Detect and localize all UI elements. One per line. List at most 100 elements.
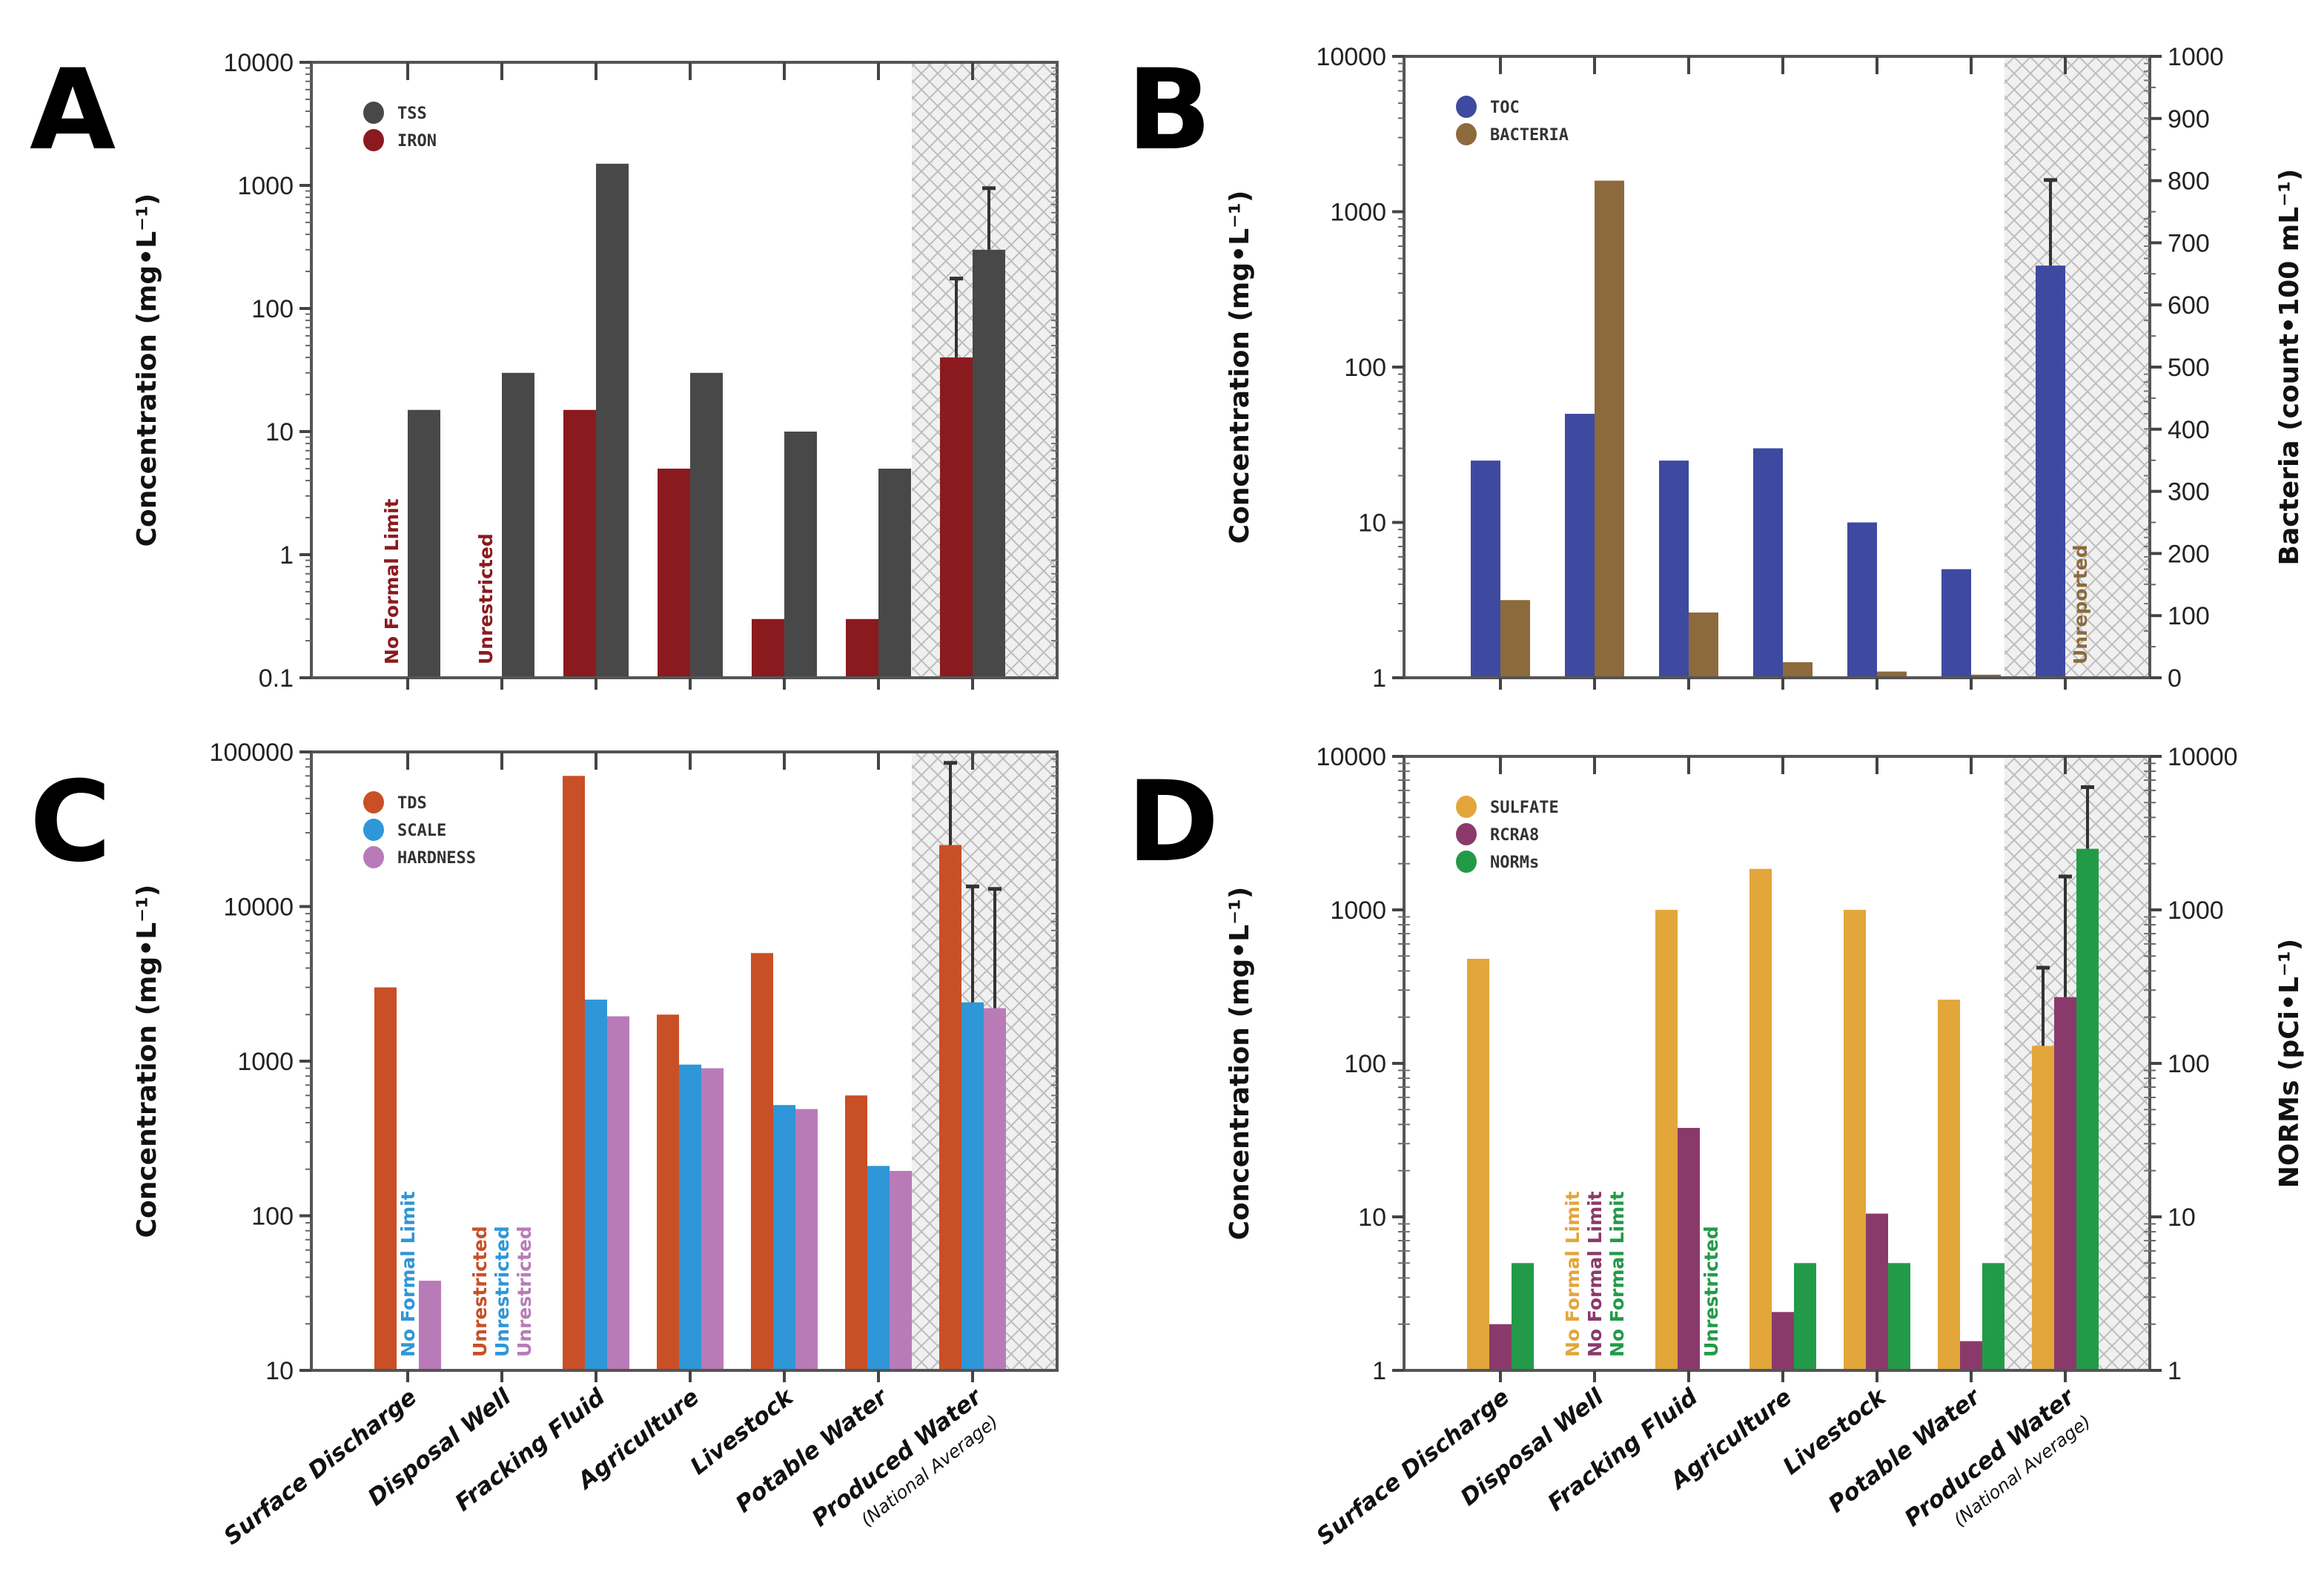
bar-scale [961, 1002, 984, 1370]
bar-iron [658, 468, 690, 678]
bar-bacteria [1877, 671, 1907, 678]
bar-bacteria [1500, 600, 1530, 678]
y2-tick-label: 100 [2168, 1050, 2210, 1078]
bar-tss [878, 468, 911, 678]
y-tick-label: 10 [265, 1357, 294, 1385]
y2-tick-label: 400 [2168, 416, 2210, 444]
annotation-label: Unrestricted [475, 533, 497, 664]
y-tick-label: 100 [251, 1203, 294, 1231]
legend-label: TDS [397, 794, 427, 813]
bar-hardness [984, 1008, 1006, 1370]
y-tick-label: 10 [1358, 509, 1386, 538]
y-tick-label: 1000 [237, 1048, 294, 1076]
bar-norms [1512, 1263, 1534, 1370]
bar-tss [596, 163, 629, 678]
y-tick-label: 10000 [223, 894, 294, 922]
y-tick-label: 1 [1372, 664, 1386, 693]
bar-bacteria [1689, 613, 1718, 678]
bar-iron [563, 409, 596, 678]
bar-sulfate [1467, 958, 1489, 1370]
plot-frame [310, 61, 1059, 679]
bar-norms [1982, 1263, 2004, 1370]
legend-marker-iron [363, 129, 384, 151]
annotation-label: Unrestricted [491, 1226, 513, 1357]
bar-tds [751, 953, 773, 1370]
legend-marker-tss [363, 102, 384, 124]
bar-bacteria [1971, 674, 2001, 678]
bar-bacteria [1783, 662, 1812, 678]
bar-iron [846, 618, 878, 678]
bar-norms [1888, 1263, 1910, 1370]
legend-label: IRON [397, 132, 437, 151]
legend-marker-tds [363, 791, 384, 813]
bar-tds [657, 1014, 679, 1370]
bar-hardness [795, 1109, 818, 1370]
y-tick-label: 0.1 [259, 664, 294, 693]
panel-b: B Unreported 1 10 100 1000 10000 0 100 200 300 400 5… [1127, 43, 2305, 693]
y-axis-label: Concentration (mg•L⁻¹) [132, 194, 162, 547]
legend-marker-hardness [363, 846, 384, 868]
y-tick-label: 10000 [1316, 743, 1386, 771]
legend-marker-norms [1456, 851, 1477, 873]
panel-letter: A [30, 46, 116, 175]
annotation-label: Unrestricted [469, 1226, 491, 1357]
y-tick-label: 1000 [1330, 199, 1386, 227]
bar-bacteria [1595, 180, 1624, 679]
bar-hardness [419, 1281, 441, 1370]
y2-tick-label: 500 [2168, 354, 2210, 382]
annotation-label: No Formal Limit [1606, 1191, 1628, 1357]
panel-c: C Unrestricted No Formal Limit Unrestricted… [30, 739, 1059, 1551]
bar-rcra8 [1960, 1341, 1982, 1370]
legend-marker-sulfate [1456, 796, 1477, 818]
y-tick-label: 10000 [1316, 43, 1386, 71]
annotation-label: No Formal Limit [381, 498, 403, 664]
bar-scale [679, 1064, 701, 1370]
bar-norms [1794, 1263, 1816, 1370]
y2-tick-label: 1000 [2168, 43, 2224, 71]
y2-tick-label: 600 [2168, 291, 2210, 320]
y-tick-label: 100000 [210, 739, 294, 767]
bar-sulfate [1655, 910, 1678, 1370]
legend-marker-toc [1456, 96, 1477, 118]
bar-iron [752, 618, 784, 678]
annotation-label: Unreported [2070, 544, 2091, 664]
y2-tick-label: 100 [2168, 602, 2210, 630]
panel-letter: D [1127, 758, 1219, 887]
y-axis-label: Concentration (mg•L⁻¹) [1225, 191, 1255, 544]
legend-marker-bacteria [1456, 123, 1477, 145]
bar-toc [1753, 448, 1783, 678]
x-tick-label: Potable Water [1824, 1383, 1986, 1518]
y2-tick-label: 10000 [2168, 743, 2238, 771]
annotation-label: No Formal Limit [397, 1191, 419, 1357]
bar-rcra8 [1772, 1312, 1794, 1370]
bar-toc [1847, 522, 1877, 678]
y2-axis-label: Bacteria (count•100 mL⁻¹) [2274, 169, 2305, 566]
legend-label: RCRA8 [1490, 826, 1539, 845]
legend-marker-scale [363, 819, 384, 841]
bar-tss [502, 372, 534, 678]
y-tick-label: 100 [251, 295, 294, 323]
bar-toc [2036, 265, 2065, 678]
highlight-region [2004, 56, 2150, 678]
legend-label: TSS [397, 105, 427, 123]
y2-tick-label: 10 [2168, 1204, 2196, 1232]
bar-toc [1941, 569, 1971, 678]
y2-tick-label: 900 [2168, 105, 2210, 133]
panel-letter: C [30, 758, 111, 887]
legend-label: SCALE [397, 822, 446, 840]
bar-toc [1471, 460, 1500, 678]
bar-tss [973, 249, 1005, 679]
bar-scale [773, 1105, 795, 1370]
y-tick-label: 10 [265, 418, 294, 446]
y-tick-label: 1000 [1330, 897, 1386, 925]
y-tick-label: 100 [1344, 354, 1386, 382]
bar-hardness [890, 1171, 912, 1370]
bar-rcra8 [1866, 1213, 1888, 1370]
bar-tss [690, 372, 723, 678]
legend-label: HARDNESS [397, 849, 476, 868]
y-tick-label: 1 [1372, 1357, 1386, 1385]
bar-tss [784, 432, 817, 678]
bar-sulfate [1938, 1000, 1960, 1370]
bar-scale [585, 1000, 607, 1370]
bar-hardness [607, 1016, 629, 1370]
